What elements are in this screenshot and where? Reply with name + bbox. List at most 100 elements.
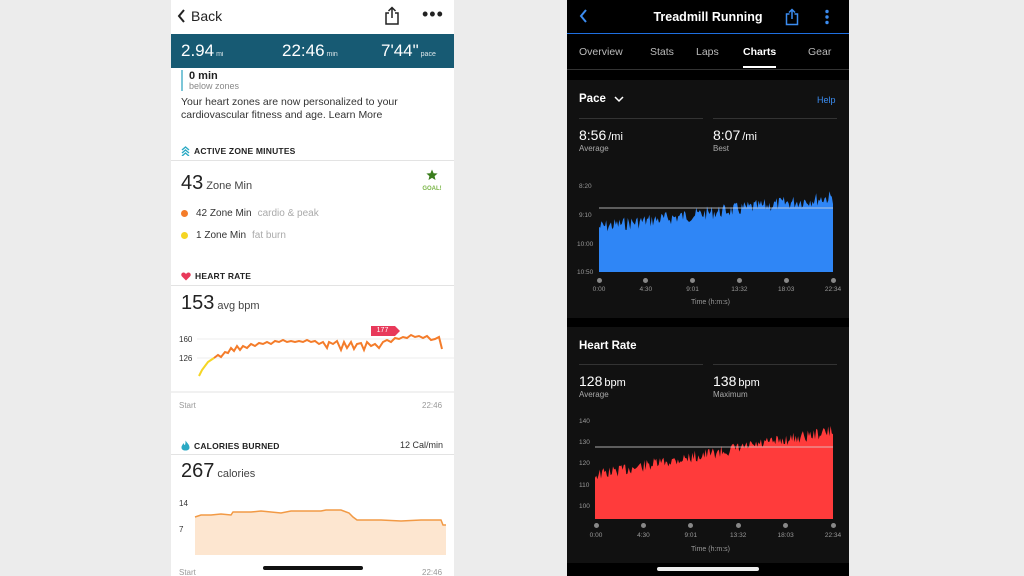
star-icon — [426, 169, 438, 180]
pace-best-value: 8:07 — [713, 127, 741, 143]
distance-unit: mi — [216, 51, 224, 58]
pace-area — [599, 191, 833, 272]
tab-laps[interactable]: Laps — [696, 46, 719, 58]
flame-icon — [181, 440, 190, 451]
hr-avg-value: 128 — [579, 373, 603, 389]
hr-maximum: 138 bpm Maximum — [713, 364, 837, 399]
calories-chart — [194, 509, 446, 555]
back-button[interactable]: Back — [177, 8, 222, 24]
pace-avg-unit: /mi — [608, 131, 623, 143]
more-icon[interactable]: ••• — [422, 4, 444, 24]
share-icon[interactable] — [785, 8, 799, 26]
azm-header: ACTIVE ZONE MINUTES — [181, 146, 296, 156]
below-zones-label: below zones — [189, 81, 240, 91]
hr-x-end: 22:46 — [422, 401, 443, 410]
tab-bar: Overview Stats Laps Charts Gear — [567, 36, 849, 70]
x-tick-dot — [593, 523, 599, 528]
x-tick-label: 18:03 — [778, 286, 795, 293]
x-tick-dot — [688, 523, 694, 528]
heart-rate-title: HEART RATE — [195, 271, 252, 281]
below-zones-stat: 0 min below zones — [181, 70, 239, 91]
heart-rate-chart — [595, 425, 833, 519]
pace-selector[interactable]: Pace — [579, 93, 624, 105]
pace-best-unit: /mi — [742, 131, 757, 143]
pace-avg-label: Average — [579, 144, 609, 153]
x-tick-dot — [735, 523, 741, 528]
duration-unit: min — [326, 51, 338, 58]
heart-rate-header: HEART RATE — [181, 271, 251, 281]
below-zones-value: 0 min — [189, 70, 218, 82]
x-tick-label: 22:34 — [824, 286, 842, 293]
zone-row-cardio: 42 Zone Min cardio & peak — [181, 208, 319, 219]
hr-line-yellow — [198, 357, 215, 377]
x-tick-label: 13:32 — [730, 532, 747, 539]
x-tick-label: 0:00 — [592, 286, 606, 293]
calories-total: 267 calories — [181, 460, 255, 483]
heart-icon — [181, 272, 191, 280]
x-tick-label: 4:30 — [639, 286, 653, 293]
cardio-value: 42 Zone Min — [196, 208, 252, 219]
x-tick-dot — [736, 278, 742, 283]
hr-avg-unit: bpm — [604, 377, 626, 389]
divider — [171, 454, 454, 455]
avg-hr-unit: avg bpm — [217, 300, 260, 312]
cardio-label: cardio & peak — [257, 208, 319, 219]
x-tick-label: 13:32 — [731, 286, 748, 293]
cardio-dot — [181, 210, 188, 217]
help-link[interactable]: Help — [817, 95, 836, 105]
fitbit-screen: Back ••• 2.94 mi 22:46 min 7'44" pace 0 min… — [171, 0, 454, 576]
chevron-left-icon — [177, 9, 185, 23]
calories-value: 267 — [181, 460, 215, 482]
pace-chart — [599, 191, 833, 272]
tab-stats[interactable]: Stats — [650, 46, 674, 58]
x-tick-label: 18:03 — [777, 532, 794, 539]
x-tick-dot — [783, 278, 789, 283]
heart-rate-title: Heart Rate — [579, 340, 637, 352]
pace-card — [567, 80, 849, 318]
avg-heart-rate: 153 avg bpm — [181, 292, 260, 315]
back-label: Back — [191, 8, 223, 24]
hr-x-start: Start — [179, 401, 196, 410]
goal-badge: GOAL! — [419, 168, 445, 192]
hr-area — [595, 425, 833, 519]
home-indicator[interactable] — [263, 566, 363, 570]
fatburn-label: fat burn — [252, 230, 286, 241]
tab-overview[interactable]: Overview — [579, 46, 623, 58]
pace-best: 8:07/mi Best — [713, 118, 837, 153]
tab-gear[interactable]: Gear — [808, 46, 832, 58]
peak-label: 177 — [376, 327, 389, 334]
pace-y-tick: 10:00 — [577, 241, 594, 248]
x-tick-label: 4:30 — [637, 532, 650, 539]
azm-total: 43 Zone Min — [181, 172, 252, 195]
hr-y-tick: 110 — [579, 482, 590, 489]
hr-average: 128 bpm Average — [579, 364, 703, 399]
hr-max-unit: bpm — [738, 377, 760, 389]
heart-rate-chart — [171, 326, 454, 393]
hr-y-tick: 130 — [579, 439, 590, 446]
x-tick-label: 9:01 — [684, 532, 698, 539]
cal-y-tick: 7 — [179, 525, 184, 534]
distance-value: 2.94 — [181, 41, 215, 60]
home-indicator[interactable] — [657, 567, 759, 571]
fatburn-dot — [181, 232, 188, 239]
tab-charts[interactable]: Charts — [743, 46, 777, 68]
hr-y-tick: 140 — [579, 418, 590, 425]
x-tick-dot — [830, 278, 836, 283]
chevron-left-icon[interactable] — [579, 9, 588, 23]
hr-line-orange — [213, 333, 443, 359]
avg-hr-value: 153 — [181, 292, 215, 314]
calories-rate: 12 Cal/min — [400, 440, 444, 450]
zones-note[interactable]: Your heart zones are now personalized to… — [181, 96, 398, 121]
peak-marker — [371, 326, 400, 336]
x-tick-dot — [690, 278, 696, 283]
x-tick-dot — [830, 523, 836, 528]
pace-value: 7'44" — [381, 41, 419, 60]
page-title: Treadmill Running — [653, 10, 763, 24]
calories-unit: calories — [217, 468, 256, 480]
share-icon[interactable] — [384, 6, 400, 26]
pace-title: Pace — [579, 93, 606, 105]
pace-unit: pace — [420, 51, 436, 58]
hr-max-label: Maximum — [713, 390, 748, 399]
more-icon[interactable] — [824, 9, 830, 25]
pace-average: 8:56/mi Average — [579, 118, 703, 153]
